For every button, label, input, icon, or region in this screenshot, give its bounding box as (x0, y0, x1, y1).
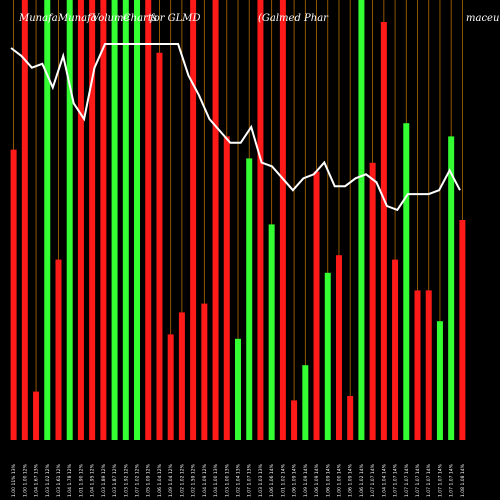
x-tick-label: 1.05 1.09 12% (146, 463, 152, 497)
x-tick-label: 1.04 1.00 13% (213, 463, 219, 497)
volume-bar (66, 0, 73, 440)
x-tick-label: 1.01 1.90 12% (78, 463, 84, 497)
x-tick-label: 1.02 1.59 12% (191, 463, 197, 497)
x-tick-label: 1.07 1.07 13% (247, 463, 253, 497)
volume-bar (268, 224, 275, 440)
chart-title: Munafa Munafa Volume Charts for GLMD (Ga… (18, 13, 499, 24)
x-tick-label: 1.00 1.00 14% (336, 463, 342, 497)
volume-bar (21, 0, 28, 440)
x-tick-label: 1.01 1.02 14% (280, 463, 286, 497)
x-tick-label: 1.07 1.07 14% (437, 463, 443, 497)
x-tick-label: 1.07 1.07 14% (415, 463, 421, 497)
title-segment: Munafa (18, 13, 58, 24)
volume-bar (190, 0, 197, 440)
volume-bar (223, 136, 230, 440)
x-tick-label: 1.00 1.00 12% (22, 463, 28, 497)
title-segment: Munafa (57, 13, 97, 24)
volume-bar (246, 158, 253, 440)
x-tick-label: 1.03 1.03 13% (258, 463, 264, 497)
title-segment: (Galmed Phar (258, 13, 329, 24)
x-tick-label: 1.04 1.04 14% (381, 463, 387, 497)
x-tick-label: 1.07 1.02 12% (135, 463, 141, 497)
x-tick-label: 1.07 1.07 14% (426, 463, 432, 497)
x-tick-label: 1.09 1.09 14% (303, 463, 309, 497)
x-tick-label: 1.04 1.67 13% (34, 463, 40, 497)
x-tick-label: 1.03 1.00 13% (224, 463, 230, 497)
volume-bar (201, 303, 208, 440)
volume-bar (235, 338, 241, 440)
x-tick-labels: 1.00 11% 13% 1.00 1.00 12% 1.04 1.67 13% 1.… (11, 463, 466, 497)
x-tick-label: 1.04 1.78 12% (67, 463, 73, 497)
x-tick-label: 1.06 1.09 14% (348, 463, 354, 497)
x-tick-label: 1.02 1.04 13% (236, 463, 242, 497)
volume-bar (134, 0, 141, 440)
x-tick-label: 1.06 1.04 12% (157, 463, 163, 497)
volume-bar (313, 171, 320, 440)
volume-bar (156, 52, 163, 441)
x-tick-label: 1.04 1.95 12% (90, 463, 96, 497)
x-tick-label: 1.02 1.02 12% (179, 463, 185, 497)
x-tick-label: 1.06 1.02 14% (359, 463, 365, 497)
x-tick-label: 1.03 1.61 12% (56, 463, 62, 497)
volume-bar (459, 220, 466, 440)
volume-bar (279, 0, 286, 440)
volume-bar (335, 255, 342, 440)
x-tick-label: 1.09 1.04 12% (168, 463, 174, 497)
x-tick-label: 1.08 1.08 14% (460, 463, 466, 497)
title-segment: Volume (92, 13, 129, 24)
volume-bar (358, 0, 365, 440)
volume-bar (111, 0, 118, 440)
volume-bar (212, 0, 219, 440)
volume-bar (324, 272, 331, 440)
volume-bar (257, 0, 264, 440)
title-segment: Charts (123, 13, 157, 24)
volume-bar (10, 149, 17, 440)
volume-bar (448, 136, 455, 440)
volume-bar (122, 0, 129, 440)
x-tick-label: 1.06 1.09 14% (292, 463, 298, 497)
volume-bar (414, 290, 421, 440)
price-line (10, 43, 461, 212)
volume-bar (145, 0, 152, 440)
volume-bar (55, 259, 62, 440)
x-tick-label: 1.06 1.09 14% (325, 463, 331, 497)
x-tick-label: 1.03 1.02 12% (45, 463, 51, 497)
volume-bar (380, 22, 387, 440)
volume-bar (436, 321, 443, 440)
volume-bar (392, 259, 399, 440)
x-tick-label: 1.06 1.09 14% (314, 463, 320, 497)
volume-bar (347, 396, 354, 440)
volume-bar (178, 312, 185, 440)
volume-bar (100, 0, 107, 440)
volume-bar (291, 400, 298, 440)
x-tick-label: 1.06 1.06 14% (269, 463, 275, 497)
x-tick-label: 1.07 1.07 14% (404, 463, 410, 497)
volume-bars (10, 0, 466, 441)
x-tick-label: 1.07 1.07 14% (393, 463, 399, 497)
x-tick-label: 1.04 1.09 12% (202, 463, 208, 497)
volume-bar (403, 123, 410, 440)
volume-bar (44, 0, 51, 440)
volume-bar (89, 0, 96, 440)
x-tick-label: 1.03 1.92 12% (123, 463, 129, 497)
title-segment: for GLMD (149, 13, 201, 24)
volume-bar (167, 334, 174, 440)
volume-bar (302, 365, 309, 440)
x-tick-label: 1.03 1.89 12% (101, 463, 107, 497)
x-tick-label: 1.03 1.87 12% (112, 463, 118, 497)
volume-bar (33, 391, 40, 440)
x-tick-label: 1.00 11% 13% (11, 463, 17, 497)
x-tick-label: 1.07 1.07 14% (449, 463, 455, 497)
volume-bar (425, 290, 432, 440)
title-segment: maceu (466, 13, 499, 24)
volume-bar (369, 162, 376, 441)
volume-bar (77, 0, 84, 440)
x-tick-label: 1.07 1.07 14% (370, 463, 376, 497)
